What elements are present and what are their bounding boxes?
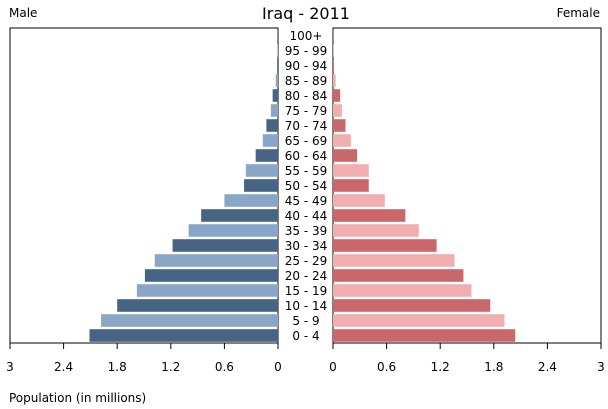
female-x-tick-label: 3: [597, 360, 605, 374]
age-group-label: 55 - 59: [285, 164, 328, 178]
age-group-label: 50 - 54: [285, 179, 328, 193]
female-x-tick-label: 0: [329, 360, 337, 374]
male-bar: [244, 179, 278, 192]
female-bar: [333, 74, 336, 87]
male-bar: [271, 104, 278, 117]
chart-title: Iraq - 2011: [262, 4, 350, 23]
male-x-tick-label: 1.8: [108, 360, 127, 374]
male-x-tick-label: 1.2: [161, 360, 180, 374]
age-group-label: 45 - 49: [285, 194, 328, 208]
female-bar: [333, 299, 490, 312]
male-bars-group: [90, 29, 278, 342]
male-bar: [246, 164, 278, 177]
female-bar: [333, 149, 357, 162]
female-bar: [333, 314, 505, 327]
female-bar: [333, 254, 454, 267]
female-bar: [333, 239, 437, 252]
male-bar: [276, 74, 278, 87]
male-x-tick-label: 3: [6, 360, 14, 374]
male-bar: [273, 89, 278, 102]
female-bar: [333, 59, 334, 72]
age-group-label: 5 - 9: [292, 314, 319, 328]
male-bar: [266, 119, 278, 132]
age-group-label: 95 - 99: [285, 44, 328, 58]
female-side-label: Female: [557, 6, 600, 20]
female-bar: [333, 284, 471, 297]
female-bar: [333, 329, 515, 342]
age-group-label: 80 - 84: [285, 89, 328, 103]
female-bars-group: [333, 29, 515, 342]
male-side-label: Male: [9, 6, 37, 20]
age-group-label: 10 - 14: [285, 299, 328, 313]
female-bar: [333, 194, 385, 207]
female-bar: [333, 179, 369, 192]
x-axis-title: Population (in millions): [9, 391, 146, 405]
male-bar: [256, 149, 278, 162]
female-bar: [333, 119, 346, 132]
female-bar: [333, 269, 463, 282]
age-group-label: 65 - 69: [285, 134, 328, 148]
male-bar: [263, 134, 278, 147]
male-bar: [201, 209, 278, 222]
male-x-tick-label: 0.6: [215, 360, 234, 374]
age-group-label: 75 - 79: [285, 104, 328, 118]
male-x-axis: 3 2.4 1.8 1.2 0.6 0: [6, 343, 282, 374]
male-bar: [101, 314, 278, 327]
male-bar: [173, 239, 278, 252]
male-bar: [90, 329, 278, 342]
female-x-tick-label: 2.4: [538, 360, 557, 374]
female-x-tick-label: 1.8: [484, 360, 503, 374]
male-bar: [145, 269, 278, 282]
female-x-tick-label: 0.6: [377, 360, 396, 374]
age-group-label: 60 - 64: [285, 149, 328, 163]
age-group-label: 85 - 89: [285, 74, 328, 88]
age-group-label: 20 - 24: [285, 269, 328, 283]
male-x-tick-label: 0: [274, 360, 282, 374]
male-bar: [155, 254, 278, 267]
female-bar: [333, 134, 351, 147]
age-group-label: 25 - 29: [285, 254, 328, 268]
female-bar: [333, 209, 405, 222]
female-bar: [333, 224, 419, 237]
female-x-axis: 3 2.4 1.8 1.2 0.6 0: [329, 343, 605, 374]
female-bar: [333, 104, 342, 117]
age-group-label: 0 - 4: [292, 329, 319, 343]
male-bar: [277, 59, 278, 72]
female-x-tick-label: 1.2: [431, 360, 450, 374]
age-group-label: 35 - 39: [285, 224, 328, 238]
age-group-label: 70 - 74: [285, 119, 328, 133]
female-bar: [333, 89, 340, 102]
age-group-label: 15 - 19: [285, 284, 328, 298]
male-bar: [117, 299, 278, 312]
age-group-label: 90 - 94: [285, 59, 328, 73]
female-bar: [333, 164, 369, 177]
male-bar: [137, 284, 278, 297]
male-x-tick-label: 2.4: [54, 360, 73, 374]
male-bar: [224, 194, 278, 207]
age-group-label: 100+: [290, 29, 323, 43]
male-bar: [189, 224, 278, 237]
age-group-label: 30 - 34: [285, 239, 328, 253]
age-group-label: 40 - 44: [285, 209, 328, 223]
